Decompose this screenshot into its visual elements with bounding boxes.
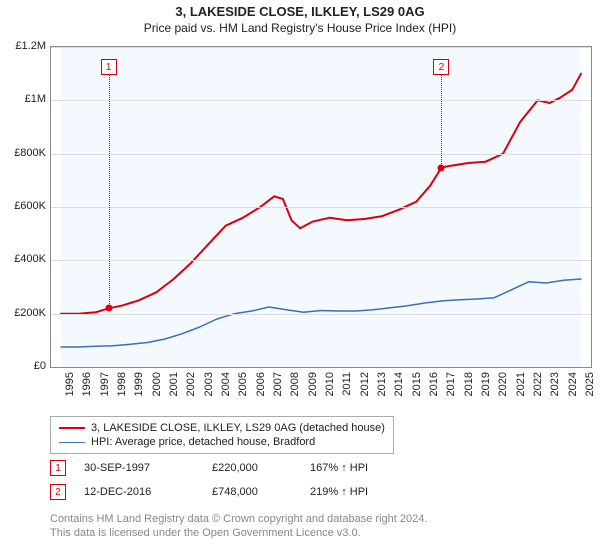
sale-marker-icon: 1 xyxy=(50,460,66,476)
x-axis-tick-label: 2021 xyxy=(515,372,527,396)
chart-legend: 3, LAKESIDE CLOSE, ILKLEY, LS29 0AG (det… xyxy=(50,416,394,454)
sale-marker-dot xyxy=(438,164,445,171)
legend-swatch-hpi xyxy=(59,442,85,443)
x-axis-tick-label: 1999 xyxy=(133,372,145,396)
y-axis-tick-label: £1M xyxy=(2,93,46,105)
x-axis-tick-label: 2020 xyxy=(497,372,509,396)
y-axis-tick-label: £600K xyxy=(2,200,46,212)
x-axis-tick-label: 2012 xyxy=(359,372,371,396)
legend-row-hpi: HPI: Average price, detached house, Brad… xyxy=(59,435,385,449)
sale-date: 12-DEC-2016 xyxy=(84,486,194,498)
price-chart: 12 xyxy=(50,46,592,368)
x-axis-tick-label: 2019 xyxy=(480,372,492,396)
footnote-line: This data is licensed under the Open Gov… xyxy=(50,526,590,540)
sale-marker-box: 2 xyxy=(433,59,449,75)
x-axis-tick-label: 2024 xyxy=(567,372,579,396)
sale-row: 2 12-DEC-2016 £748,000 219% ↑ HPI xyxy=(50,484,400,500)
chart-gridline xyxy=(51,100,591,101)
x-axis-tick-label: 2002 xyxy=(185,372,197,396)
sale-marker-dot xyxy=(105,305,112,312)
x-axis-tick-label: 2004 xyxy=(220,372,232,396)
sale-hpi-pct: 167% ↑ HPI xyxy=(310,462,400,474)
legend-swatch-subject xyxy=(59,427,85,429)
page-subtitle: Price paid vs. HM Land Registry's House … xyxy=(0,19,600,39)
legend-label-hpi: HPI: Average price, detached house, Brad… xyxy=(91,436,315,448)
x-axis-tick-label: 2023 xyxy=(549,372,561,396)
x-axis-tick-label: 2000 xyxy=(151,372,163,396)
chart-gridline xyxy=(51,314,591,315)
x-axis-tick-label: 2005 xyxy=(237,372,249,396)
chart-gridline xyxy=(51,260,591,261)
sale-price: £220,000 xyxy=(212,462,292,474)
y-axis-tick-label: £800K xyxy=(2,147,46,159)
x-axis-tick-label: 1996 xyxy=(81,372,93,396)
x-axis-tick-label: 2009 xyxy=(307,372,319,396)
sale-marker-icon: 2 xyxy=(50,484,66,500)
x-axis-tick-label: 2007 xyxy=(272,372,284,396)
sale-price: £748,000 xyxy=(212,486,292,498)
legend-row-subject: 3, LAKESIDE CLOSE, ILKLEY, LS29 0AG (det… xyxy=(59,421,385,435)
legend-label-subject: 3, LAKESIDE CLOSE, ILKLEY, LS29 0AG (det… xyxy=(91,422,385,434)
sale-marker-guide xyxy=(109,75,110,308)
x-axis-tick-label: 2003 xyxy=(203,372,215,396)
x-axis-tick-label: 1995 xyxy=(64,372,76,396)
x-axis-tick-label: 2015 xyxy=(411,372,423,396)
x-axis-tick-label: 1998 xyxy=(116,372,128,396)
sale-marker-number: 1 xyxy=(55,463,61,474)
x-axis-tick-label: 2013 xyxy=(376,372,388,396)
x-axis-tick-label: 1997 xyxy=(99,372,111,396)
x-axis-tick-label: 2006 xyxy=(255,372,267,396)
y-axis-tick-label: £200K xyxy=(2,307,46,319)
x-axis-tick-label: 2018 xyxy=(463,372,475,396)
sale-row: 1 30-SEP-1997 £220,000 167% ↑ HPI xyxy=(50,460,400,476)
x-axis-tick-label: 2014 xyxy=(393,372,405,396)
sale-marker-box: 1 xyxy=(101,59,117,75)
x-axis-tick-label: 2001 xyxy=(168,372,180,396)
footnote-line: Contains HM Land Registry data © Crown c… xyxy=(50,512,590,526)
x-axis-tick-label: 2011 xyxy=(341,372,353,396)
x-axis-tick-label: 2017 xyxy=(445,372,457,396)
sale-hpi-pct: 219% ↑ HPI xyxy=(310,486,400,498)
sale-date: 30-SEP-1997 xyxy=(84,462,194,474)
x-axis-tick-label: 2008 xyxy=(289,372,301,396)
x-axis-tick-label: 2022 xyxy=(532,372,544,396)
page-title: 3, LAKESIDE CLOSE, ILKLEY, LS29 0AG xyxy=(0,0,600,19)
y-axis-tick-label: £400K xyxy=(2,253,46,265)
chart-gridline xyxy=(51,47,591,48)
chart-gridline xyxy=(51,207,591,208)
x-axis-tick-label: 2010 xyxy=(324,372,336,396)
x-axis-tick-label: 2025 xyxy=(584,372,596,396)
sale-marker-number: 2 xyxy=(55,487,61,498)
chart-gridline xyxy=(51,154,591,155)
attribution-footnote: Contains HM Land Registry data © Crown c… xyxy=(50,512,590,541)
sale-marker-guide xyxy=(441,75,442,168)
y-axis-tick-label: £1.2M xyxy=(2,40,46,52)
y-axis-tick-label: £0 xyxy=(2,360,46,372)
x-axis-tick-label: 2016 xyxy=(428,372,440,396)
